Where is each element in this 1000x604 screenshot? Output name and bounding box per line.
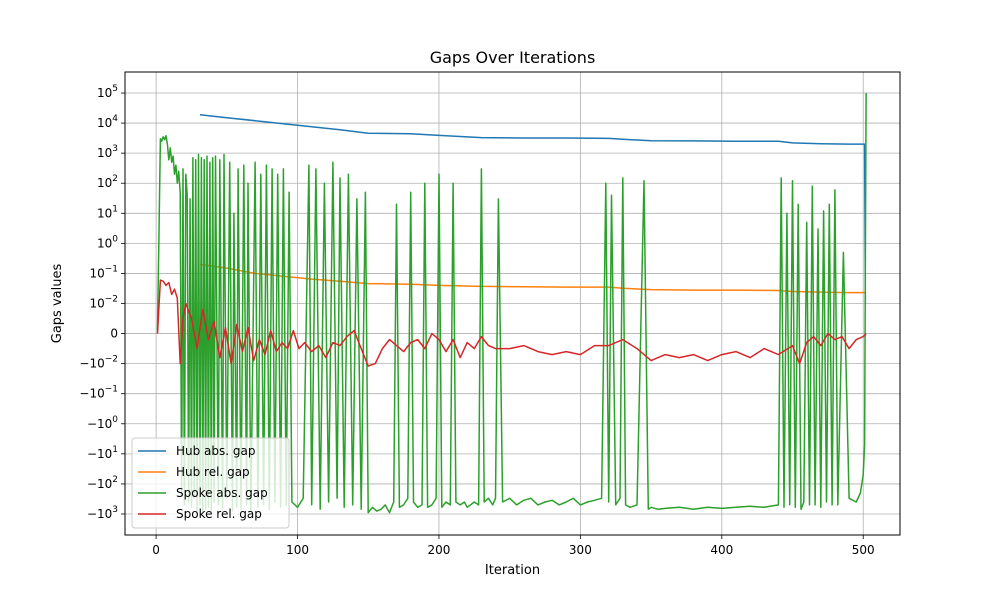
y-axis-label: Gaps values bbox=[50, 264, 65, 344]
chart-title: Gaps Over Iterations bbox=[430, 48, 596, 67]
series-line-0 bbox=[199, 113, 867, 304]
series-line-3 bbox=[156, 279, 867, 367]
y-tick-exponent: 0 bbox=[112, 415, 118, 425]
y-tick-base: −10 bbox=[79, 387, 104, 401]
y-tick-exponent: 0 bbox=[112, 234, 118, 244]
legend-box bbox=[131, 437, 290, 529]
y-tick-label: 0 bbox=[110, 327, 118, 341]
x-axis-label: Iteration bbox=[485, 563, 540, 578]
y-tick-base: −10 bbox=[87, 477, 112, 491]
y-tick-label: 105 bbox=[97, 84, 118, 100]
y-tick-exponent: −1 bbox=[105, 385, 118, 395]
y-tick-label: −101 bbox=[87, 445, 118, 461]
y-tick-exponent: 1 bbox=[112, 204, 118, 214]
legend: Hub abs. gap Hub rel. gap Spoke abs. gap Sp… bbox=[131, 437, 290, 529]
y-tick-label: 102 bbox=[97, 174, 118, 190]
x-tick-label: 300 bbox=[569, 543, 592, 557]
y-tick-base: −10 bbox=[87, 417, 112, 431]
y-tick-exponent: −2 bbox=[105, 355, 118, 365]
y-tick-base: 0 bbox=[110, 327, 118, 341]
x-tick-label: 500 bbox=[852, 543, 875, 557]
series-line-1 bbox=[199, 263, 865, 294]
y-tick-base: 10 bbox=[89, 297, 104, 311]
x-tick-label: 0 bbox=[152, 543, 160, 557]
y-tick-label: −10−2 bbox=[79, 355, 118, 371]
y-tick-base: 10 bbox=[97, 146, 112, 160]
y-tick-exponent: 2 bbox=[112, 475, 118, 485]
ticks: 0 100 200 300 400 50010510410310210110010−110… bbox=[79, 84, 874, 557]
y-tick-exponent: 4 bbox=[112, 114, 118, 124]
y-tick-label: 10−2 bbox=[89, 295, 118, 311]
y-tick-exponent: 3 bbox=[112, 144, 118, 154]
y-tick-base: 10 bbox=[97, 116, 112, 130]
y-tick-exponent: 1 bbox=[112, 445, 118, 455]
y-tick-label: 10−1 bbox=[89, 264, 118, 280]
y-tick-label: 101 bbox=[97, 204, 118, 220]
y-tick-exponent: 3 bbox=[112, 505, 118, 515]
legend-label: Spoke abs. gap bbox=[176, 486, 268, 500]
x-tick-label: 400 bbox=[710, 543, 733, 557]
x-tick-label: 200 bbox=[428, 543, 451, 557]
y-tick-label: −100 bbox=[87, 415, 118, 431]
legend-label: Spoke rel. gap bbox=[176, 507, 262, 521]
y-tick-label: −102 bbox=[87, 475, 118, 491]
y-tick-base: −10 bbox=[87, 447, 112, 461]
y-tick-exponent: −2 bbox=[105, 295, 118, 305]
legend-label: Hub abs. gap bbox=[176, 444, 256, 458]
y-tick-base: −10 bbox=[87, 507, 112, 521]
y-tick-base: 10 bbox=[97, 176, 112, 190]
y-tick-base: −10 bbox=[79, 357, 104, 371]
y-tick-label: 100 bbox=[97, 234, 118, 250]
x-tick-label: 100 bbox=[286, 543, 309, 557]
y-tick-label: 103 bbox=[97, 144, 118, 160]
y-tick-exponent: −1 bbox=[105, 264, 118, 274]
y-tick-label: 104 bbox=[97, 114, 118, 130]
legend-label: Hub rel. gap bbox=[176, 465, 250, 479]
y-tick-base: 10 bbox=[97, 86, 112, 100]
y-tick-label: −10−1 bbox=[79, 385, 118, 401]
y-tick-base: 10 bbox=[89, 266, 104, 280]
y-tick-base: 10 bbox=[97, 206, 112, 220]
y-tick-base: 10 bbox=[97, 236, 112, 250]
y-tick-exponent: 5 bbox=[112, 84, 118, 94]
y-tick-label: −103 bbox=[87, 505, 118, 521]
y-tick-exponent: 2 bbox=[112, 174, 118, 184]
